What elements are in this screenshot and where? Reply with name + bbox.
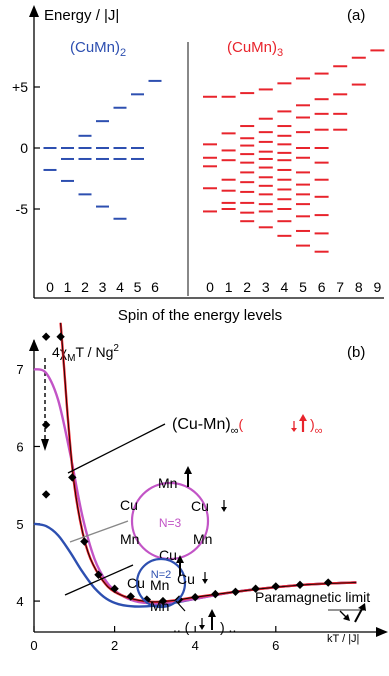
cumn3-levels: [203, 49, 385, 253]
chain-leader-line: [67, 423, 166, 474]
panel-a: +5 0 -5 Energy / |J| (a) (CuMn)2 (CuMn)3 0…: [12, 5, 385, 324]
spin-tick-label: 1: [64, 279, 72, 295]
panel-b-y-ticks: 4 5 6 7: [16, 362, 40, 609]
spin-tick-label: 5: [299, 279, 307, 295]
panel-b-x-ticks: 0 2 4 6: [30, 626, 279, 653]
ring2-cu-left: Cu: [127, 575, 145, 591]
ring2-spin-icons: [176, 555, 208, 584]
ring3-spin-icons: [184, 466, 227, 512]
panel-a-y-arrow: [29, 5, 39, 17]
data-point: [271, 582, 280, 591]
ring3-mn-right: Mn: [193, 531, 212, 547]
data-point: [41, 332, 51, 341]
spin-tick-label: 9: [374, 279, 382, 295]
spin-tick-label: 2: [243, 279, 251, 295]
data-point: [251, 584, 260, 593]
panel-b-label: (b): [347, 344, 365, 361]
panel-b-x-label: kT / |J|: [327, 633, 359, 645]
data-point: [191, 593, 200, 602]
pair-leader-line: [175, 600, 186, 612]
data-point: [80, 537, 89, 546]
ring2-mn-top: Mn: [150, 577, 169, 593]
ring2-mn-bottom: Mn: [150, 598, 169, 614]
panel-a-y-tick-label: +5: [12, 79, 28, 95]
data-point: [295, 580, 305, 590]
spin-tick-label: 4: [116, 279, 124, 295]
ring3-mn-left: Mn: [120, 531, 139, 547]
data-point: [142, 595, 152, 604]
low-t-arrow: [41, 439, 49, 451]
panel-b-x-tick-label: 2: [111, 638, 118, 653]
ring2-circle: [135, 557, 187, 609]
pair-label-start: .. (: [173, 619, 190, 635]
pair-label-end: ) ..: [220, 619, 236, 635]
cumn2-levels: [43, 79, 162, 220]
spin-tick-label: 0: [46, 279, 54, 295]
chain-label: (Cu-Mn)∞(: [172, 416, 244, 437]
spin-tick-label: 7: [336, 279, 344, 295]
ring3-label: N=3: [159, 516, 182, 530]
spin-tick-label: 0: [206, 279, 214, 295]
chain-fit-line: [60, 322, 357, 603]
n3-curve: [33, 368, 357, 605]
ring3-mn-top: Mn: [158, 475, 177, 491]
spin-tick-label: 2: [81, 279, 89, 295]
chain-curve: [59, 322, 357, 604]
cumn2-title: (CuMn)2: [70, 39, 126, 59]
paramagnetic-limit-label: Paramagnetic limit: [255, 589, 370, 605]
data-point: [110, 584, 119, 593]
data-point: [41, 420, 51, 430]
ring3-circle: [130, 481, 210, 561]
ring2-label: N=2: [151, 569, 172, 581]
spin-tick-label: 3: [99, 279, 107, 295]
spin-tick-label: 5: [134, 279, 142, 295]
data-point: [231, 587, 240, 597]
chain-label-end: )∞: [310, 416, 323, 437]
ring3-cu-left: Cu: [120, 497, 138, 513]
panel-b-x-tick-label: 4: [192, 638, 199, 653]
panel-a-y-tick-label: 0: [20, 140, 28, 156]
panel-a-y-ticks: +5 0 -5: [12, 79, 40, 217]
spin-tick-label: 1: [225, 279, 233, 295]
ring3-cu-right: Cu: [191, 498, 209, 514]
spin-tick-label: 6: [318, 279, 326, 295]
panel-b-x-tick-label: 6: [272, 638, 279, 653]
panel-b-y-tick-label: 7: [16, 362, 23, 377]
data-point: [68, 473, 77, 482]
panel-b-y-arrow: [29, 339, 39, 351]
data-point: [94, 570, 103, 579]
panel-b-y-tick-label: 4: [16, 594, 23, 609]
panel-a-x-label: Spin of the energy levels: [118, 307, 282, 324]
panel-b-y-tick-label: 6: [16, 439, 23, 454]
pair-spin-icons: [199, 609, 216, 630]
cumn3-title: (CuMn)3: [227, 39, 283, 59]
panel-b-x-arrow: [376, 627, 388, 637]
ring2-leader-line: [64, 564, 134, 596]
spin-tick-label: 3: [262, 279, 270, 295]
panel-a-y-tick-label: -5: [16, 201, 29, 217]
spin-tick-label: 8: [355, 279, 363, 295]
panel-a-y-label: Energy / |J|: [44, 7, 119, 24]
panel-b-x-tick-label: 0: [30, 638, 37, 653]
kt-spin-icons: [339, 603, 366, 623]
chain-spin-icon: [291, 414, 307, 432]
data-point: [56, 332, 65, 341]
panel-a-label: (a): [347, 7, 365, 24]
data-point: [211, 589, 220, 599]
spin-tick-label: 6: [151, 279, 159, 295]
data-point: [323, 578, 333, 587]
panel-b-y-tick-label: 5: [16, 517, 23, 532]
data-point: [41, 490, 51, 499]
spin-tick-label: 4: [281, 279, 289, 295]
panel-b-curves: [33, 322, 357, 608]
data-point: [158, 596, 168, 606]
data-point: [126, 592, 135, 601]
ring3-leader-line: [69, 520, 129, 543]
ring2-cu-right: Cu: [177, 571, 195, 587]
